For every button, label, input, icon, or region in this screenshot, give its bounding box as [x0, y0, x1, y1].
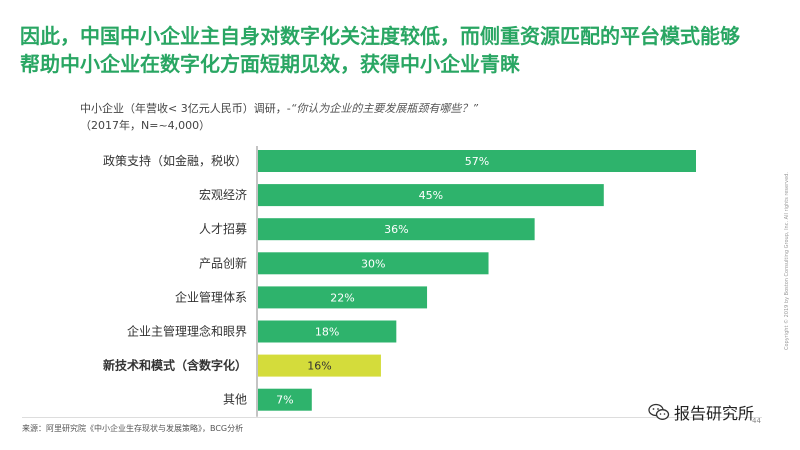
bar-value-label-1: 45% — [419, 189, 443, 202]
subtitle-note: （2017年，N=~4,000） — [80, 119, 211, 132]
watermark: 报告研究所 — [648, 400, 754, 424]
source-note: 来源：阿里研究院《中小企业生存现状与发展策略》，BCG分析 — [22, 424, 244, 433]
bar-value-label-0: 57% — [465, 155, 489, 168]
category-label-4: 企业管理体系 — [175, 289, 247, 304]
bar-value-label-4: 22% — [330, 291, 354, 304]
wechat-icon — [648, 403, 670, 420]
page-title: 因此，中国中小企业主自身对数字化关注度较低，而侧重资源匹配的平台模式能够 帮助中… — [20, 22, 780, 78]
title-line-1: 因此，中国中小企业主自身对数字化关注度较低，而侧重资源匹配的平台模式能够 — [20, 24, 740, 48]
bar-value-label-7: 7% — [276, 394, 293, 407]
watermark-text: 报告研究所 — [674, 404, 755, 423]
category-label-5: 企业主管理理念和眼界 — [127, 324, 247, 339]
bar-value-label-2: 36% — [384, 223, 408, 236]
subtitle-line-1: 中小企业（年营收< 3亿元人民币）调研，-“你认为企业的主要发展瓶颈有哪些？” — [80, 100, 478, 117]
bar-6 — [258, 354, 381, 377]
bar-0 — [258, 150, 696, 172]
subtitle-prefix: 中小企业（年营收< 3亿元人民币）调研，- — [80, 102, 291, 115]
chart-subtitle: 中小企业（年营收< 3亿元人民币）调研，-“你认为企业的主要发展瓶颈有哪些？” … — [80, 100, 478, 134]
subtitle-question: “你认为企业的主要发展瓶颈有哪些？” — [290, 102, 479, 115]
category-label-6: 新技术和模式（含数字化） — [103, 358, 247, 373]
category-label-2: 人才招募 — [199, 222, 247, 236]
bar-value-label-5: 18% — [315, 326, 339, 339]
bar-2 — [258, 218, 535, 241]
category-label-1: 宏观经济 — [199, 187, 247, 202]
category-label-0: 政策支持（如金融，税收） — [103, 153, 247, 168]
page-number: 44 — [752, 417, 761, 425]
bar-value-label-6: 16% — [307, 360, 331, 373]
bar-4 — [258, 286, 428, 309]
bar-3 — [258, 252, 489, 275]
category-label-7: 其他 — [223, 393, 247, 407]
footer-divider — [22, 417, 762, 418]
bar-7 — [258, 388, 312, 411]
copyright-note: Copyright © 2019 by Boston Consulting Gr… — [784, 172, 790, 350]
title-line-2: 帮助中小企业在数字化方面短期见效，获得中小企业青睐 — [20, 52, 520, 76]
category-label-3: 产品创新 — [199, 255, 247, 270]
bar-1 — [258, 184, 604, 207]
bar-5 — [258, 320, 397, 343]
bar-value-label-3: 30% — [361, 257, 385, 270]
